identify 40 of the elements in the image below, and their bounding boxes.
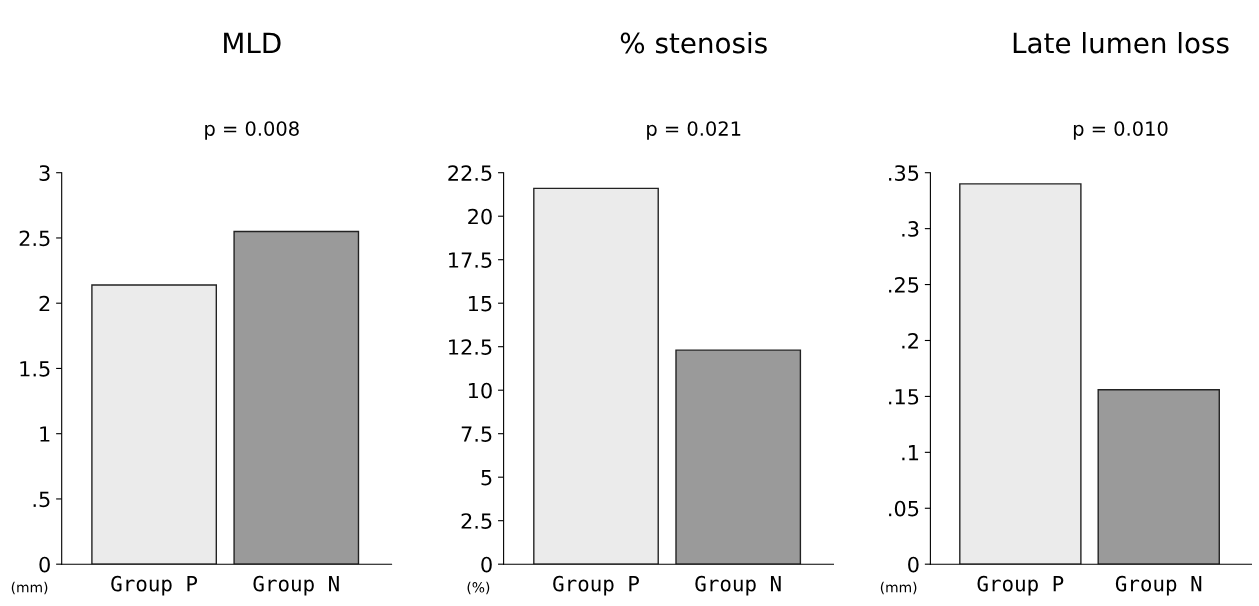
chart-title: Late lumen loss [1013, 32, 1229, 54]
y-tick-label: 15 [468, 295, 492, 312]
y-tick-label: 7.5 [461, 426, 492, 442]
x-tick-label: Group N [253, 575, 339, 596]
x-tick-label: Group P [977, 575, 1064, 596]
y-axis-title: (%) [467, 581, 490, 595]
y-tick-label: 1 [40, 426, 50, 442]
y-tick-label: .2 [902, 332, 918, 349]
x-tick-label: Group P [553, 575, 639, 596]
y-tick-label: .05 [889, 500, 919, 517]
chart-title: % stenosis [620, 32, 767, 54]
text: p = 0.010 [1073, 121, 1168, 140]
y-axis-title: (mm) [880, 581, 917, 595]
y-tick-label: 17.5 [449, 252, 492, 268]
y-tick-label: 2.5 [19, 230, 50, 247]
y-tick-label: 0 [481, 556, 492, 573]
x-tick-label: Group P [111, 575, 198, 596]
y-tick-label: 0 [908, 556, 919, 573]
y-tick-label: 12.5 [449, 339, 492, 355]
y-tick-label: .1 [902, 445, 919, 461]
y-tick-label: 22.5 [448, 165, 492, 181]
y-tick-label: .35 [889, 165, 919, 181]
y-tick-label: 3 [39, 165, 50, 181]
y-tick-label: 5 [481, 469, 492, 486]
text: p = 0.008 [205, 121, 299, 140]
y-tick-label: .5 [33, 491, 50, 508]
y-tick-label: 2.5 [461, 513, 492, 529]
chart-title: MLD [224, 32, 281, 54]
y-tick-label: 1.5 [20, 361, 50, 377]
text: p = 0.021 [647, 121, 741, 140]
y-tick-label: 20 [468, 208, 492, 225]
y-tick-label: .3 [902, 221, 919, 237]
y-axis-title: (mm) [11, 581, 48, 595]
y-tick-label: 10 [468, 382, 492, 399]
x-tick-label: Group N [695, 575, 781, 596]
y-tick-label: 2 [39, 295, 50, 312]
y-tick-label: 0 [39, 556, 50, 573]
y-tick-label: .25 [889, 277, 919, 293]
y-tick-label: .15 [889, 389, 919, 405]
x-tick-label: Group N [1115, 575, 1202, 596]
